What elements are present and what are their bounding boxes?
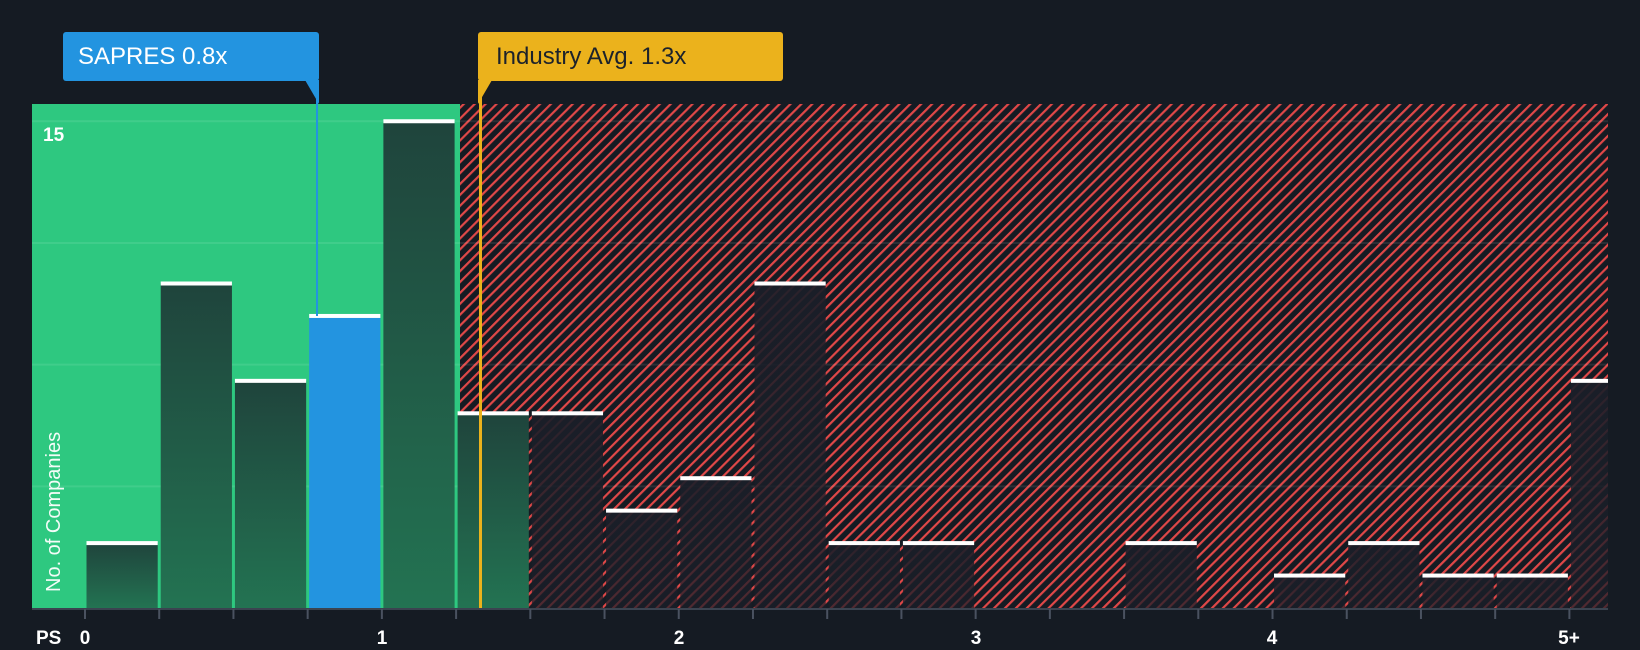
bars xyxy=(86,119,1608,608)
histogram-bar xyxy=(234,378,307,608)
x-axis-title: PS xyxy=(36,628,62,649)
bar-cap xyxy=(1496,573,1568,578)
bar-cap xyxy=(234,378,307,383)
histogram-bar xyxy=(902,541,975,608)
company-bar xyxy=(309,313,381,608)
bar-cap xyxy=(160,281,232,286)
y-axis-title: No. of Companies xyxy=(43,431,65,592)
company-callout-pointer xyxy=(305,80,319,104)
histogram-bar xyxy=(1570,378,1608,608)
bar-cap xyxy=(86,541,158,546)
x-tick-label: 2 xyxy=(673,628,685,649)
histogram-bar xyxy=(606,508,678,608)
bar-cap xyxy=(828,541,900,546)
bar-cap xyxy=(457,411,529,416)
bar-cap xyxy=(754,281,826,286)
histogram-bar xyxy=(1125,541,1197,608)
company-ps-callout: SAPRES 0.8x xyxy=(63,32,319,81)
histogram-bar xyxy=(1496,573,1568,608)
x-tick-label: 5+ xyxy=(1558,628,1580,649)
bar-cap xyxy=(1274,573,1346,578)
histogram-bar xyxy=(160,281,232,608)
bar-cap xyxy=(309,313,381,318)
x-tick-label: 3 xyxy=(970,628,982,649)
bar-cap xyxy=(1570,378,1608,383)
histogram-bar xyxy=(531,411,604,608)
histogram-bar xyxy=(457,411,529,608)
y-tick-label-15: 15 xyxy=(43,125,65,146)
histogram-bar xyxy=(754,281,826,608)
bar-cap xyxy=(383,119,455,124)
bar-cap xyxy=(1125,541,1197,546)
bar-cap xyxy=(680,476,752,481)
x-tick-label: 4 xyxy=(1266,628,1278,649)
histogram-bar xyxy=(1422,573,1494,608)
histogram-bar xyxy=(383,119,455,608)
bar-cap xyxy=(606,508,678,513)
bar-cap xyxy=(1422,573,1494,578)
histogram-bar xyxy=(680,476,752,608)
bar-cap xyxy=(1348,541,1420,546)
bar-cap xyxy=(531,411,604,416)
x-ticks xyxy=(84,609,1571,619)
x-tick-label: 1 xyxy=(376,628,388,649)
histogram-bar xyxy=(86,541,158,608)
histogram-bar xyxy=(828,541,900,608)
industry-avg-callout: Industry Avg. 1.3x xyxy=(478,32,783,81)
bar-cap xyxy=(902,541,975,546)
x-tick-label: 0 xyxy=(79,628,91,649)
industry-callout-pointer xyxy=(478,80,492,104)
histogram-bar xyxy=(1274,573,1346,608)
histogram-bar xyxy=(1348,541,1420,608)
